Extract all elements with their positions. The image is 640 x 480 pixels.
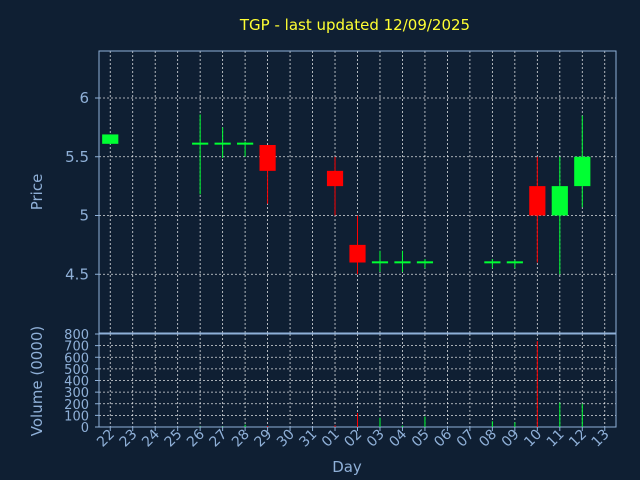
candle-body <box>192 142 209 145</box>
x-tick-label: 23 <box>117 427 141 451</box>
x-tick-label: 03 <box>364 427 388 451</box>
x-tick-label: 08 <box>476 427 500 451</box>
volume-tick-label: 800 <box>64 328 89 343</box>
x-tick-label: 30 <box>274 427 298 451</box>
x-tick-label: 24 <box>139 426 163 450</box>
x-tick-label: 31 <box>296 427 320 451</box>
price-tick-label: 4.5 <box>65 265 89 283</box>
price-panel: 4.5 5 5.5 6 <box>65 50 617 334</box>
price-axis-label: Price <box>28 174 46 211</box>
price-tick-label: 5.5 <box>65 148 89 166</box>
candle-body <box>484 261 501 264</box>
volume-tick-label: 700 <box>64 340 89 355</box>
x-tick-label: 05 <box>409 427 433 451</box>
x-tick-label: 28 <box>229 427 253 451</box>
volume-tick-label: 100 <box>64 409 89 424</box>
price-panel-frame <box>98 50 617 334</box>
price-tick-label: 6 <box>79 89 89 107</box>
x-tick-label: 07 <box>454 427 478 451</box>
volume-tick-label: 300 <box>64 386 89 401</box>
candle-body <box>574 156 591 187</box>
x-axis: 2223242526272829303101020304050607080910… <box>94 426 612 450</box>
candle-body <box>102 134 119 144</box>
x-tick-label: 01 <box>319 427 343 451</box>
volume-axis-label: Volume (0000) <box>28 326 46 436</box>
volume-tick-label: 400 <box>64 375 89 390</box>
x-tick-label: 10 <box>521 427 545 451</box>
x-axis-label: Day <box>332 458 362 476</box>
candle-body <box>259 145 276 171</box>
x-tick-label: 13 <box>589 427 613 451</box>
chart-title: TGP - last updated 12/09/2025 <box>239 16 470 34</box>
x-tick-label: 09 <box>499 427 523 451</box>
candle-body <box>506 261 523 264</box>
candle-body <box>214 142 231 145</box>
candle-body <box>237 142 254 145</box>
volume-tick-label: 200 <box>64 398 89 413</box>
x-tick-label: 27 <box>207 427 231 451</box>
candle-body <box>529 186 546 216</box>
x-tick-label: 04 <box>386 426 410 450</box>
x-tick-label: 22 <box>94 427 118 451</box>
candle-body <box>416 261 434 264</box>
candle-body <box>371 261 389 264</box>
price-tick-label: 5 <box>79 207 89 225</box>
x-tick-label: 12 <box>566 427 590 451</box>
volume-tick-label: 600 <box>64 351 89 366</box>
x-tick-label: 06 <box>431 426 455 450</box>
candle-body <box>551 186 568 216</box>
x-tick-label: 11 <box>544 427 568 451</box>
volume-tick-label: 0 <box>81 421 89 436</box>
x-tick-label: 29 <box>251 427 275 451</box>
candle-body <box>349 244 366 263</box>
x-tick-label: 02 <box>341 427 365 451</box>
candle-body <box>394 261 411 264</box>
volume-tick-label: 500 <box>64 363 89 378</box>
candle-body <box>326 170 344 187</box>
x-tick-label: 25 <box>162 427 186 451</box>
x-tick-label: 26 <box>184 426 208 450</box>
